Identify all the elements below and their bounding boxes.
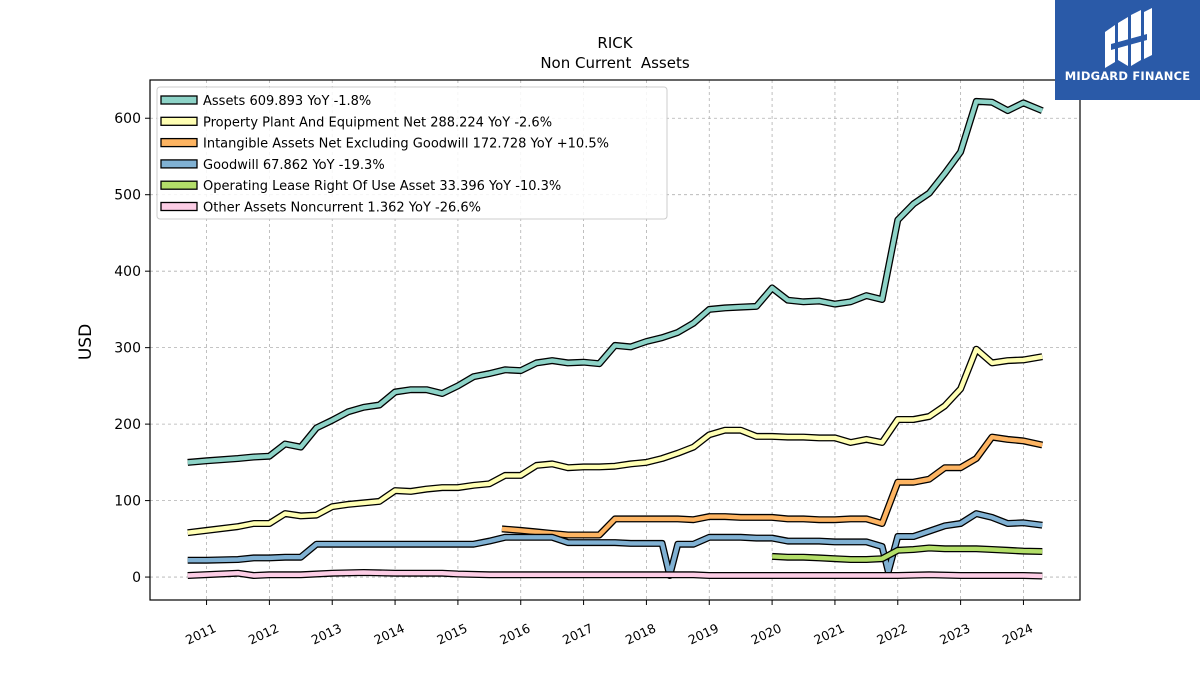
legend-entry: Operating Lease Right Of Use Asset 33.39… (203, 179, 561, 194)
series-0 (187, 97, 1044, 466)
series-line (187, 99, 1044, 465)
x-tick-label: 2023 (937, 620, 972, 647)
x-tick-label: 2020 (749, 620, 784, 647)
y-tick-label: 100 (114, 494, 141, 510)
brand-logo: MIDGARD FINANCE (1055, 0, 1200, 100)
legend-entry: Other Assets Noncurrent 1.362 YoY -26.6% (203, 201, 481, 216)
series-3 (187, 510, 1043, 579)
legend-entry: Intangible Assets Net Excluding Goodwill… (203, 137, 609, 152)
legend-swatch (160, 137, 198, 148)
x-tick-label: 2011 (183, 620, 218, 647)
y-tick-label: 600 (114, 111, 141, 127)
chart-subtitle: Non Current Assets (540, 54, 690, 72)
x-tick-label: 2021 (811, 620, 846, 647)
series-line (187, 570, 1043, 579)
x-tick-label: 2022 (874, 620, 909, 647)
legend-entry: Assets 609.893 YoY -1.8% (203, 94, 371, 109)
x-tick-label: 2017 (560, 620, 595, 647)
legend-swatch (160, 201, 198, 212)
y-tick-label: 300 (114, 341, 141, 357)
x-tick-label: 2014 (372, 620, 407, 647)
legend-swatch (160, 180, 198, 190)
y-tick-label: 500 (114, 188, 141, 204)
x-tick-label: 2024 (1000, 620, 1035, 647)
legend-entry: Goodwill 67.862 YoY -19.3% (203, 158, 385, 173)
brand-name: MIDGARD FINANCE (1064, 69, 1191, 83)
plot-frame (149, 79, 1081, 601)
series-2 (501, 433, 1044, 539)
x-tick-label: 2012 (246, 620, 281, 647)
y-tick-label: 400 (114, 264, 141, 280)
chart-title: RICK (597, 34, 633, 52)
series-5 (187, 569, 1043, 580)
series-line (187, 511, 1043, 578)
series-1 (187, 345, 1043, 537)
legend-swatch (160, 116, 198, 126)
x-tick-label: 2013 (309, 620, 344, 647)
legend: Assets 609.893 YoY -1.8% Property Plant A… (156, 86, 668, 220)
x-tick-label: 2018 (623, 620, 658, 647)
series-lines (187, 97, 1044, 580)
x-tick-label: 2019 (686, 620, 721, 647)
y-tick-label: 0 (132, 570, 141, 586)
series-4 (771, 544, 1043, 563)
legend-swatch (160, 95, 198, 105)
series-line (771, 545, 1043, 562)
series-line (501, 434, 1043, 538)
series-line-outline (187, 345, 1043, 537)
x-tick-label: 2015 (434, 620, 469, 647)
legend-swatch (160, 159, 198, 169)
y-tick-label: 200 (114, 417, 141, 433)
series-line (187, 347, 1043, 535)
legend-box (156, 86, 668, 220)
x-tick-label: 2016 (497, 620, 532, 647)
brand-mark-icon (1105, 8, 1152, 68)
y-axis-label: USD (76, 324, 96, 360)
legend-entry: Property Plant And Equipment Net 288.224… (203, 115, 552, 130)
